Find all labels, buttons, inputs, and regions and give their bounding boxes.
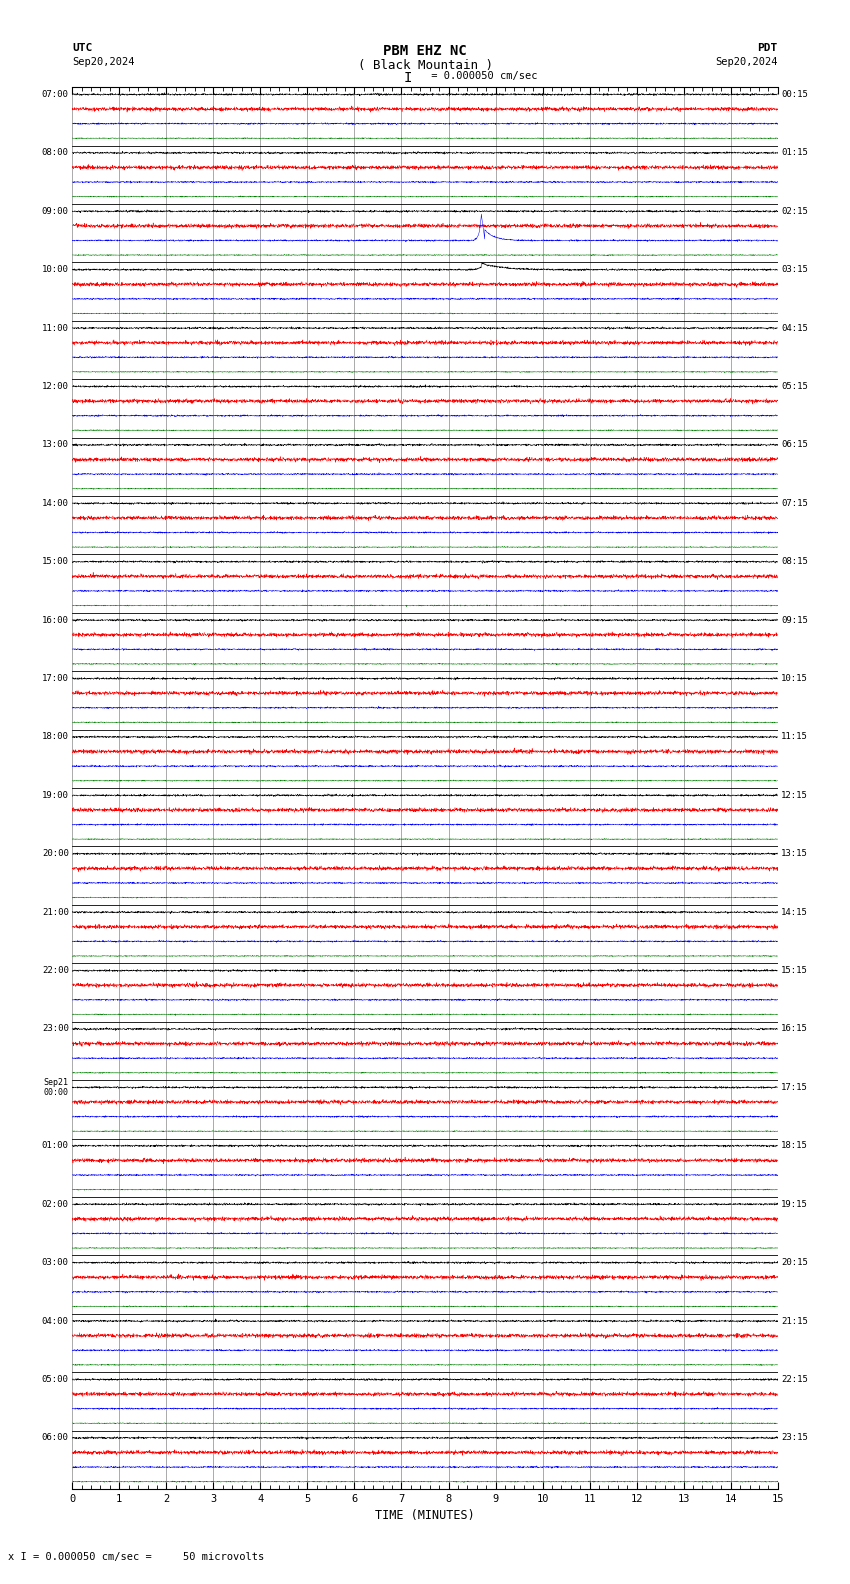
Text: 06:00: 06:00 [42, 1434, 69, 1443]
Text: Sep20,2024: Sep20,2024 [715, 57, 778, 67]
Text: x I = 0.000050 cm/sec =     50 microvolts: x I = 0.000050 cm/sec = 50 microvolts [8, 1552, 264, 1562]
Text: 21:00: 21:00 [42, 908, 69, 917]
Text: 12:15: 12:15 [781, 790, 808, 800]
Text: 01:00: 01:00 [42, 1142, 69, 1150]
Text: 16:15: 16:15 [781, 1025, 808, 1033]
Text: 06:15: 06:15 [781, 440, 808, 450]
Text: 02:00: 02:00 [42, 1199, 69, 1209]
Text: 02:15: 02:15 [781, 208, 808, 215]
Text: 21:15: 21:15 [781, 1316, 808, 1326]
Text: 23:15: 23:15 [781, 1434, 808, 1443]
Text: 05:00: 05:00 [42, 1375, 69, 1384]
Text: 18:15: 18:15 [781, 1142, 808, 1150]
Text: 17:00: 17:00 [42, 675, 69, 683]
Text: 01:15: 01:15 [781, 149, 808, 157]
Text: PDT: PDT [757, 43, 778, 52]
Text: 22:00: 22:00 [42, 966, 69, 976]
Text: 05:15: 05:15 [781, 382, 808, 391]
Text: 14:00: 14:00 [42, 499, 69, 508]
Text: 00:15: 00:15 [781, 90, 808, 98]
X-axis label: TIME (MINUTES): TIME (MINUTES) [375, 1510, 475, 1522]
Text: 08:15: 08:15 [781, 558, 808, 565]
Text: PBM EHZ NC: PBM EHZ NC [383, 44, 467, 59]
Text: 04:00: 04:00 [42, 1316, 69, 1326]
Text: 19:00: 19:00 [42, 790, 69, 800]
Text: 07:00: 07:00 [42, 90, 69, 98]
Text: 10:15: 10:15 [781, 675, 808, 683]
Text: I: I [404, 71, 412, 86]
Text: 09:00: 09:00 [42, 208, 69, 215]
Text: 20:00: 20:00 [42, 849, 69, 859]
Text: UTC: UTC [72, 43, 93, 52]
Text: 23:00: 23:00 [42, 1025, 69, 1033]
Text: 20:15: 20:15 [781, 1258, 808, 1267]
Text: 13:15: 13:15 [781, 849, 808, 859]
Text: 03:15: 03:15 [781, 265, 808, 274]
Text: 18:00: 18:00 [42, 732, 69, 741]
Text: ( Black Mountain ): ( Black Mountain ) [358, 59, 492, 71]
Text: 08:00: 08:00 [42, 149, 69, 157]
Text: 09:15: 09:15 [781, 616, 808, 624]
Text: 12:00: 12:00 [42, 382, 69, 391]
Text: Sep21
00:00: Sep21 00:00 [43, 1077, 69, 1098]
Text: 22:15: 22:15 [781, 1375, 808, 1384]
Text: 04:15: 04:15 [781, 323, 808, 333]
Text: 19:15: 19:15 [781, 1199, 808, 1209]
Text: 14:15: 14:15 [781, 908, 808, 917]
Text: 11:00: 11:00 [42, 323, 69, 333]
Text: 10:00: 10:00 [42, 265, 69, 274]
Text: 17:15: 17:15 [781, 1083, 808, 1091]
Text: 15:00: 15:00 [42, 558, 69, 565]
Text: 13:00: 13:00 [42, 440, 69, 450]
Text: 11:15: 11:15 [781, 732, 808, 741]
Text: 15:15: 15:15 [781, 966, 808, 976]
Text: 03:00: 03:00 [42, 1258, 69, 1267]
Text: = 0.000050 cm/sec: = 0.000050 cm/sec [425, 71, 537, 81]
Text: 16:00: 16:00 [42, 616, 69, 624]
Text: 07:15: 07:15 [781, 499, 808, 508]
Text: Sep20,2024: Sep20,2024 [72, 57, 135, 67]
